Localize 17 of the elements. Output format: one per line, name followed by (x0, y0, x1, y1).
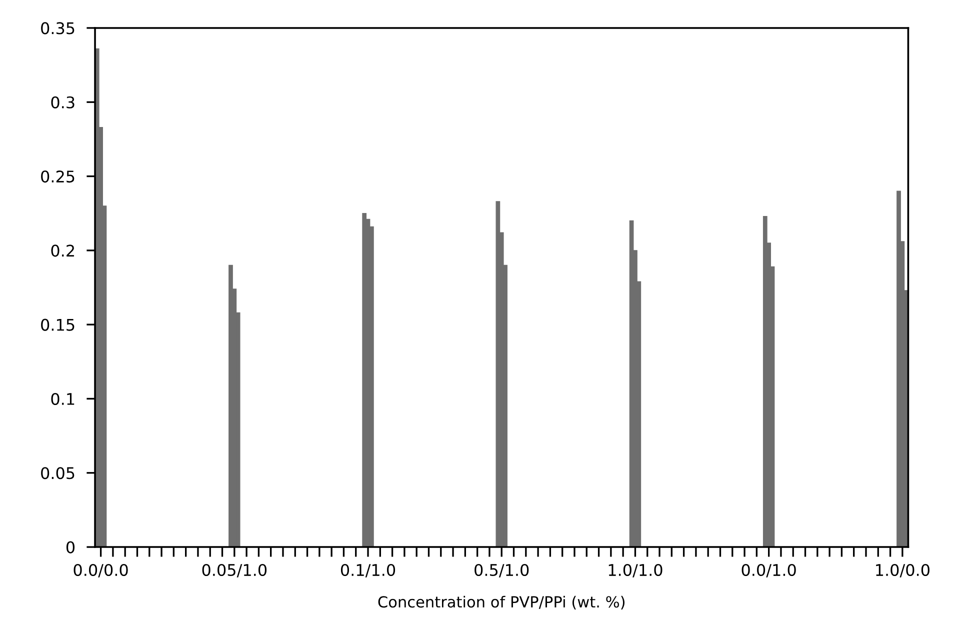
y-tick-label: 0.35 (41, 22, 74, 34)
y-tick-label: 0.25 (41, 170, 74, 183)
y-tick-label: 0.15 (41, 318, 74, 331)
x-tick-label: 0.0/1.0 (742, 564, 796, 578)
x-tick-label: 0.5/1.0 (474, 564, 529, 578)
y-tick-label: 0.05 (41, 467, 74, 480)
x-tick-label: 1.0/1.0 (608, 564, 662, 578)
y-tick-label: 0.3 (51, 96, 74, 108)
x-axis-title: Concentration of PVP/PPi (wt. %) (378, 596, 624, 610)
y-tick-label: 0.1 (51, 392, 74, 406)
y-tick-label: 0.2 (51, 244, 74, 257)
y-tick-label: 0 (66, 541, 75, 554)
x-tick-label: 0.05/1.0 (202, 564, 267, 578)
x-tick-label: 1.0/0.0 (876, 564, 930, 578)
bar (362, 213, 367, 548)
x-tick-label: 0.1/1.0 (340, 564, 396, 578)
x-tick-label: 0.0/0.0 (74, 564, 128, 578)
